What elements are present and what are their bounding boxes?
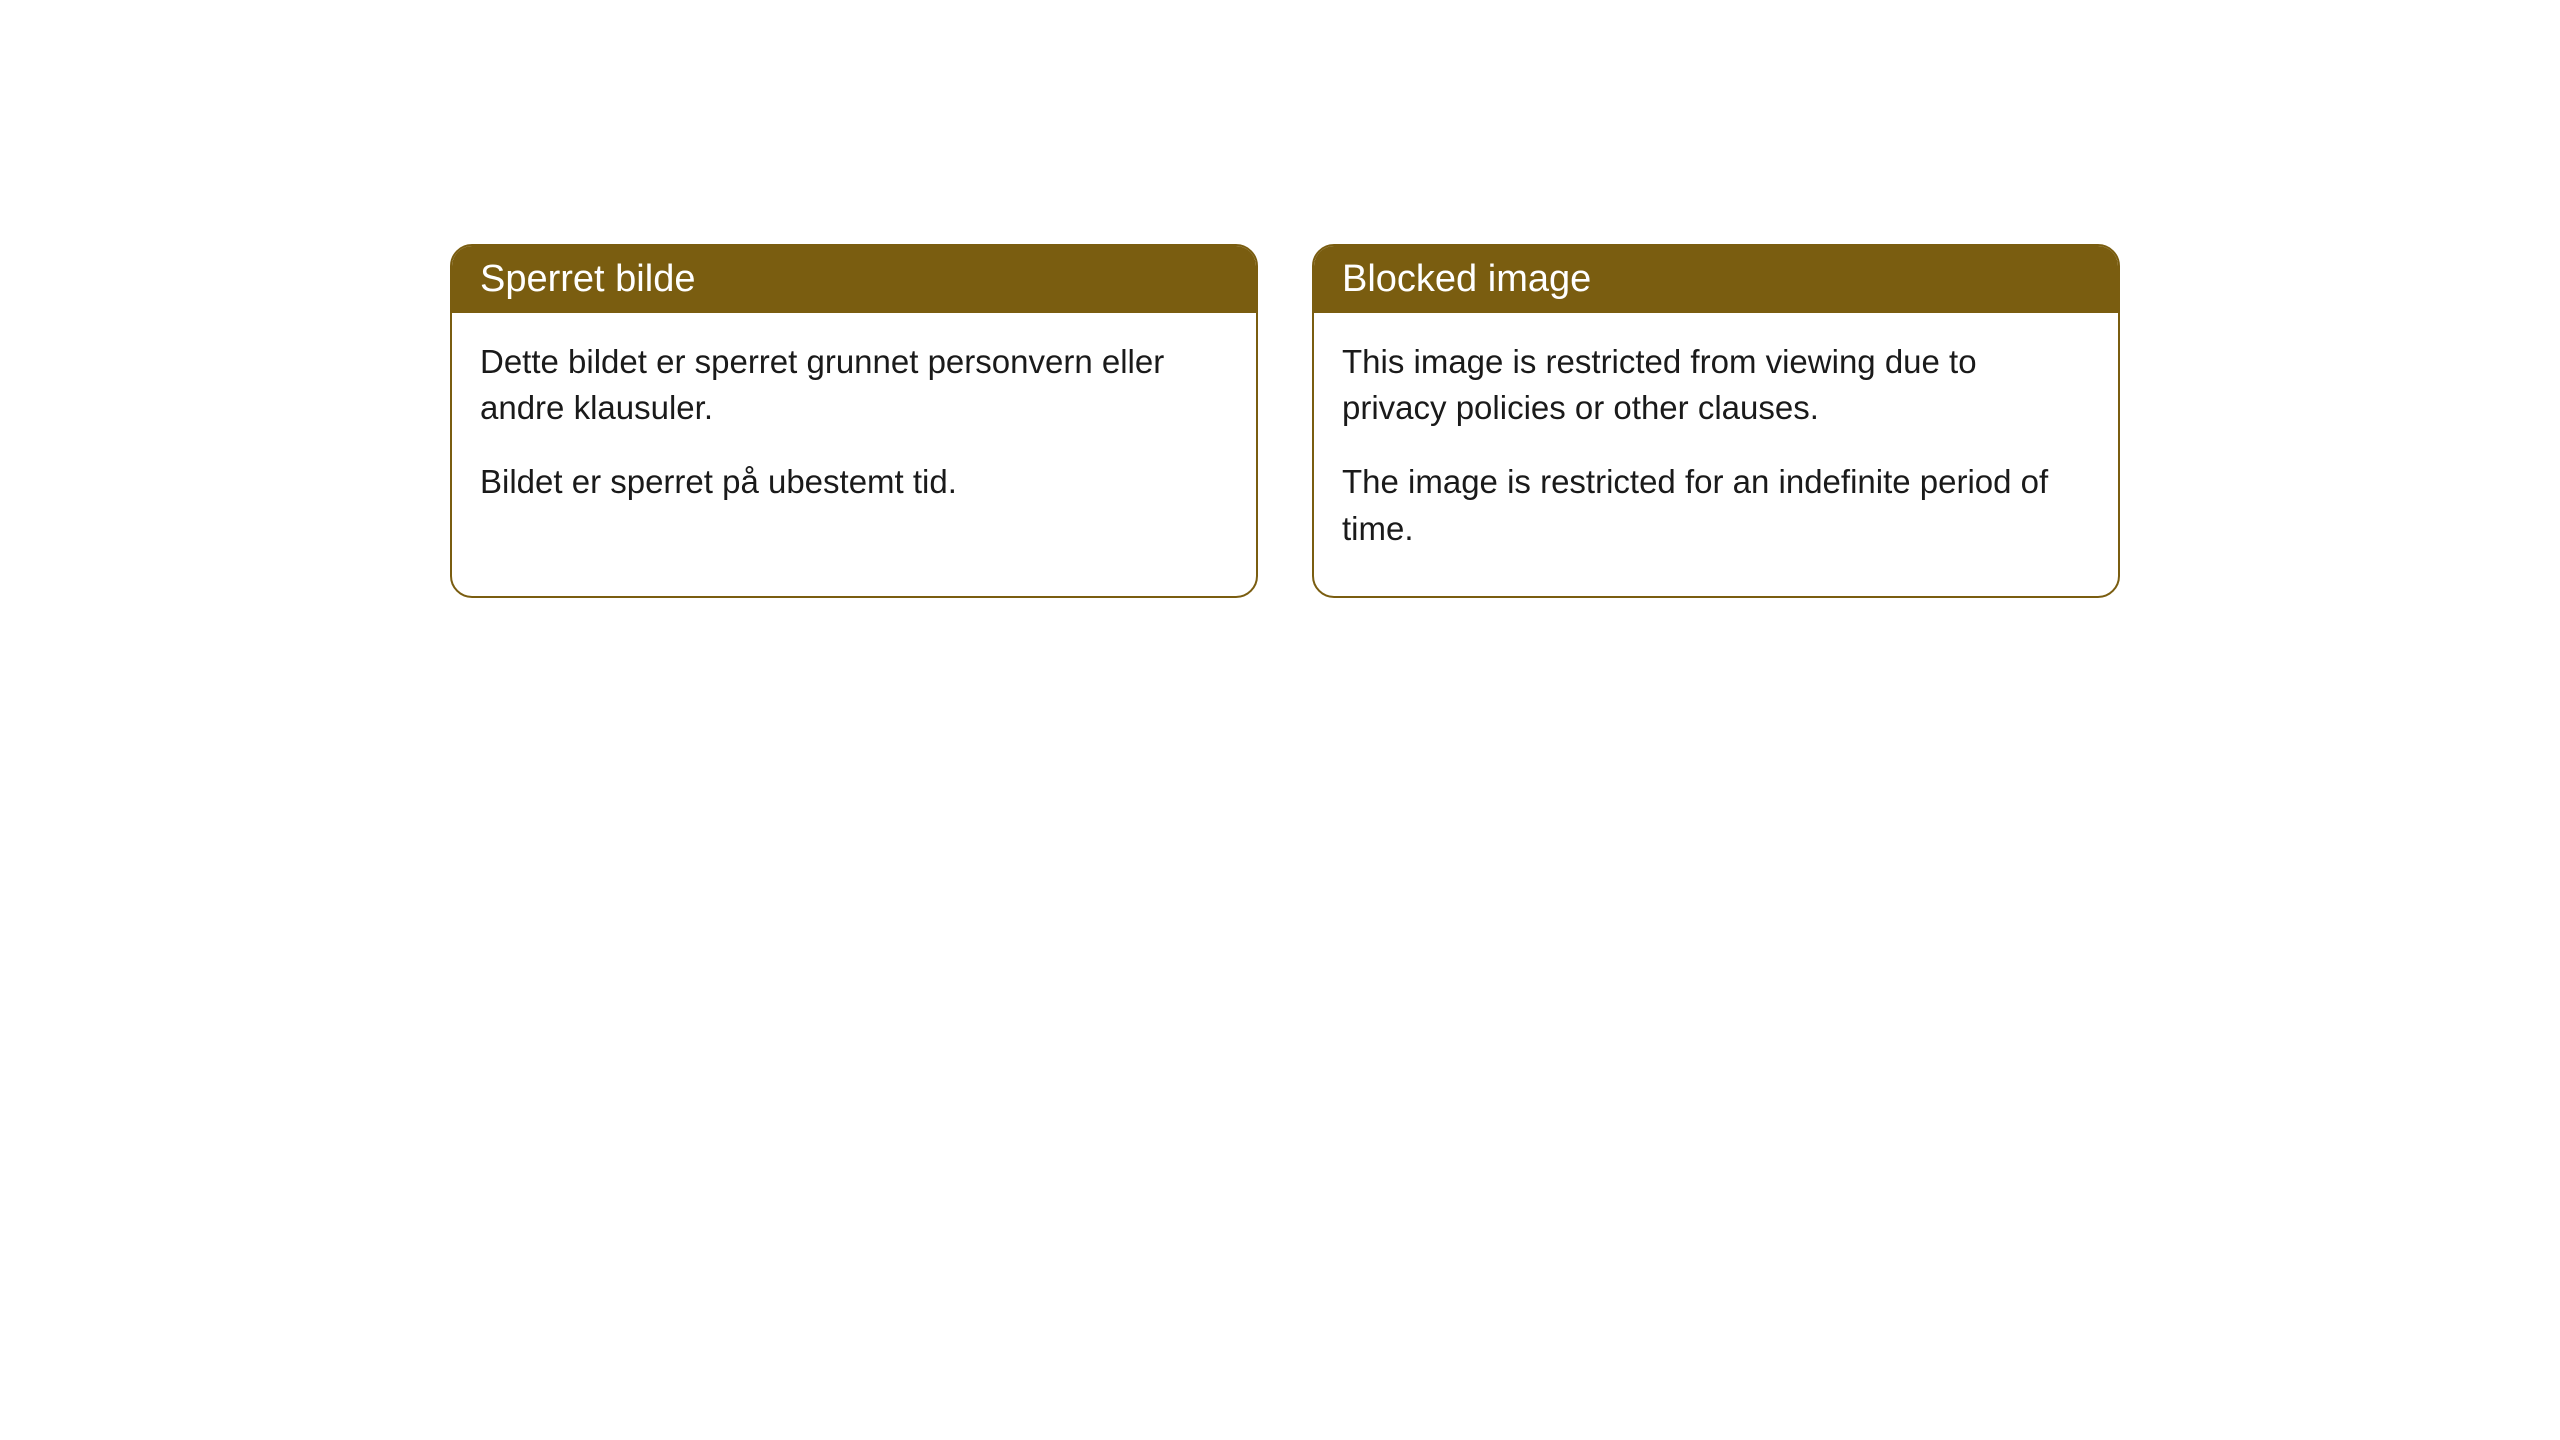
notice-card-english: Blocked image This image is restricted f… [1312,244,2120,598]
card-body-norwegian: Dette bildet er sperret grunnet personve… [452,313,1256,550]
card-body-english: This image is restricted from viewing du… [1314,313,2118,596]
card-title: Sperret bilde [480,258,695,300]
card-header-norwegian: Sperret bilde [452,246,1256,313]
card-paragraph-1: Dette bildet er sperret grunnet personve… [480,339,1228,431]
notice-card-norwegian: Sperret bilde Dette bildet er sperret gr… [450,244,1258,598]
card-paragraph-2: Bildet er sperret på ubestemt tid. [480,459,1228,505]
notice-cards-container: Sperret bilde Dette bildet er sperret gr… [0,0,2560,598]
card-paragraph-1: This image is restricted from viewing du… [1342,339,2090,431]
card-title: Blocked image [1342,258,1591,300]
card-header-english: Blocked image [1314,246,2118,313]
card-paragraph-2: The image is restricted for an indefinit… [1342,459,2090,551]
